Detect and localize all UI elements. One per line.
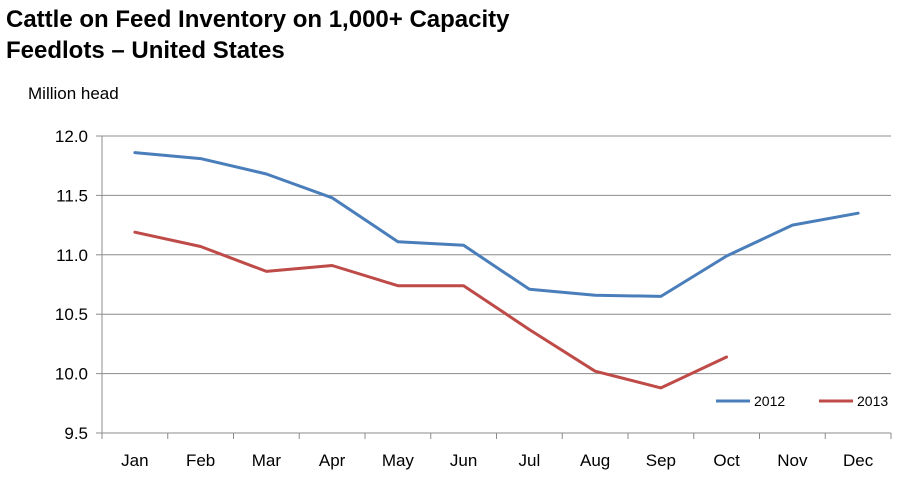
y-tick-label: 11.0 — [56, 246, 88, 265]
series-line-2013 — [133, 230, 729, 390]
chart-title: Cattle on Feed Inventory on 1,000+ Capac… — [6, 4, 509, 66]
chart-title-line-1: Cattle on Feed Inventory on 1,000+ Capac… — [6, 6, 510, 33]
legend: 2012 2013 — [716, 393, 888, 409]
x-tick-label-aug: Aug — [580, 451, 610, 470]
x-tick-label-may: May — [382, 451, 415, 470]
gridlines — [102, 135, 891, 375]
legend-label-2013: 2013 — [857, 393, 888, 409]
y-tick-label: 10.5 — [55, 305, 88, 324]
x-tick-label-mar: Mar — [252, 451, 282, 470]
x-tick-label-sep: Sep — [646, 451, 676, 470]
x-tick-label-oct: Oct — [713, 451, 740, 470]
y-tick-labels: 9.5 10.0 10.5 11.0 11.5 12.0 — [55, 127, 88, 443]
x-tick-label-jul: Jul — [519, 451, 541, 470]
legend-label-2012: 2012 — [754, 393, 785, 409]
x-tick-label-apr: Apr — [319, 451, 346, 470]
y-axis-label: Million head — [28, 84, 119, 103]
x-tick-labels: Jan Feb Mar Apr May Jun Jul Aug Sep Oct Nov Dec — [121, 451, 874, 470]
y-tick-label: 9.5 — [64, 424, 88, 443]
series-line-2012 — [133, 151, 860, 298]
x-tick-label-nov: Nov — [777, 451, 808, 470]
y-tick-label: 12.0 — [55, 127, 88, 146]
series-lines — [133, 151, 860, 390]
x-tick-label-jan: Jan — [121, 451, 148, 470]
x-tick-label-feb: Feb — [186, 451, 215, 470]
chart-title-line-2: Feedlots – United States — [6, 37, 285, 64]
y-tick-label: 10.0 — [55, 365, 88, 384]
y-tick-label: 11.5 — [56, 186, 88, 205]
x-tick-label-dec: Dec — [843, 451, 874, 470]
x-tick-label-jun: Jun — [450, 451, 477, 470]
axes — [96, 135, 892, 439]
